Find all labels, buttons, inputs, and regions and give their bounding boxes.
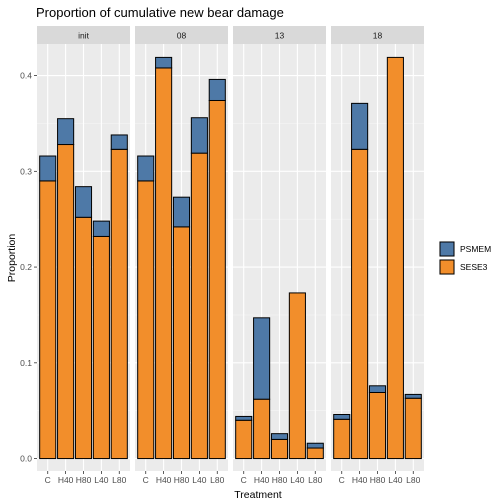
bar-psmem-c [333,414,351,420]
y-tick-label: 0.4 [20,71,32,81]
x-tick-label: H40 [156,475,172,485]
bar-sese3-l80 [404,397,422,460]
facet-strip [37,26,130,44]
y-axis: 0.0 0.1 0.2 0.3 0.4 [20,71,37,464]
bar-psmem-h40 [253,317,271,400]
bar-psmem-h80 [270,433,289,440]
bar-sese3-l40 [288,292,306,460]
facet-strip-label: 18 [373,31,383,41]
facet-strip [331,26,424,44]
bar-sese3-c [39,180,57,460]
bar-psmem-l80 [404,393,422,399]
facet-strip-label: init [78,31,90,41]
facet-strip [135,26,228,44]
bar-psmem-c [235,415,253,421]
bar-sese3-h40 [155,67,173,460]
facet-13: 13 C H40 H80 L40 L80 [233,26,326,485]
x-tick-label: L40 [94,475,108,485]
x-tick-label: H40 [352,475,368,485]
x-tick-label: C [241,475,247,485]
bar-psmem-l40 [92,220,110,237]
x-tick-label: H40 [254,475,270,485]
bar-sese3-h80 [172,226,191,460]
x-axis-title: Treatment [234,489,282,501]
legend-key-psmem [439,241,455,257]
x-tick-label: H80 [272,475,288,485]
bar-psmem-c [137,155,155,182]
bar-sese3-h40 [57,144,75,460]
bar-psmem-h80 [368,385,387,393]
x-tick-label: L80 [308,475,322,485]
bar-sese3-h40 [351,148,369,460]
y-tick-label: 0.2 [20,262,32,272]
x-tick-label: L40 [290,475,304,485]
facet-08: 08 C H40 H80 L40 L80 [135,26,228,485]
x-tick-label: C [339,475,345,485]
legend-label-psmem: PSMEM [460,244,491,254]
bar-sese3-l40 [92,235,110,460]
bar-sese3-c [333,418,351,460]
facet-strip [233,26,326,44]
bar-psmem-h80 [74,186,93,218]
bar-psmem-h40 [155,56,173,69]
x-tick-label: L40 [388,475,402,485]
facet-18: 18 C H40 H80 L40 L80 [331,26,424,485]
x-tick-label: C [45,475,51,485]
bar-sese3-c [137,180,155,460]
bar-sese3-l40 [190,152,208,460]
facet-init: init C H40 H80 L40 L80 [37,26,130,485]
y-tick-label: 0.3 [20,166,32,176]
y-axis-title: Proportion [6,234,18,283]
x-tick-label: C [143,475,149,485]
x-tick-label: L80 [210,475,224,485]
bar-psmem-h80 [172,196,191,228]
x-tick-label: L80 [406,475,420,485]
facet-strip-label: 08 [177,31,187,41]
x-tick-label: L80 [112,475,126,485]
chart-title: Proportion of cumulative new bear damage [36,5,284,20]
bar-psmem-l40 [190,117,208,154]
bar-psmem-c [39,155,57,182]
bar-sese3-h80 [368,391,387,460]
x-tick-label: H40 [58,475,74,485]
x-tick-label: H80 [174,475,190,485]
bar-psmem-l80 [110,134,128,150]
x-tick-label: H80 [370,475,386,485]
bar-sese3-h80 [74,216,93,460]
bar-psmem-l80 [306,442,324,449]
bar-psmem-h40 [57,118,75,146]
bar-sese3-c [235,419,253,460]
facet-strip-label: 13 [275,31,285,41]
y-tick-label: 0.1 [20,358,32,368]
bar-psmem-h40 [351,102,369,150]
x-tick-label: L40 [192,475,206,485]
legend: PSMEM SESE3 [439,241,491,275]
x-tick-label: H80 [76,475,92,485]
bar-sese3-l40 [386,56,404,460]
y-tick-label: 0.0 [20,454,32,464]
bar-sese3-l80 [208,99,226,460]
bar-sese3-h80 [270,438,289,460]
legend-key-sese3 [439,259,455,275]
legend-label-sese3: SESE3 [460,262,488,272]
bar-sese3-h40 [253,398,271,460]
bar-psmem-l80 [208,78,226,101]
bar-sese3-l80 [110,148,128,460]
bar-sese3-l80 [306,447,324,460]
